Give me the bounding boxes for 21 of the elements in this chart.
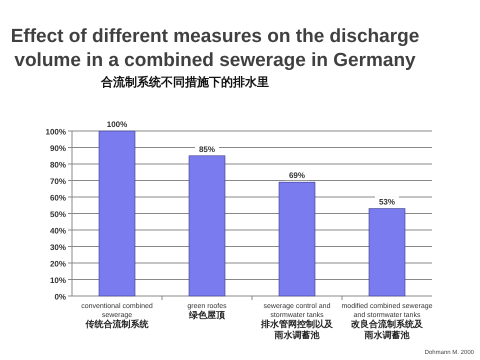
y-tick-label: 50% [50, 210, 66, 219]
bar [98, 130, 136, 296]
y-tick-label: 90% [50, 144, 66, 153]
y-tick-label: 60% [50, 194, 66, 202]
y-tick-label: 10% [50, 276, 66, 285]
y-tick-label: 40% [50, 226, 66, 236]
y-tick-label: 20% [50, 260, 66, 268]
y-tick-label: 80% [50, 160, 66, 170]
data-label: 85% [198, 144, 216, 154]
y-tick-label: 100% [46, 128, 66, 136]
data-label: 100% [106, 120, 128, 129]
data-label: 53% [378, 198, 396, 207]
chart-subtitle: 合流制系统不同措施下的排水里 [100, 75, 269, 89]
bar [368, 208, 406, 296]
y-tick-label: 0% [54, 292, 66, 302]
y-tick-label: 30% [50, 243, 66, 252]
bar [278, 182, 316, 296]
chart-title: Effect of different measures on the discharge volume in a combined sewerage in Germany [10, 26, 420, 71]
y-tick-label: 70% [50, 177, 66, 186]
data-label: 69% [288, 171, 306, 180]
bar [188, 155, 226, 296]
